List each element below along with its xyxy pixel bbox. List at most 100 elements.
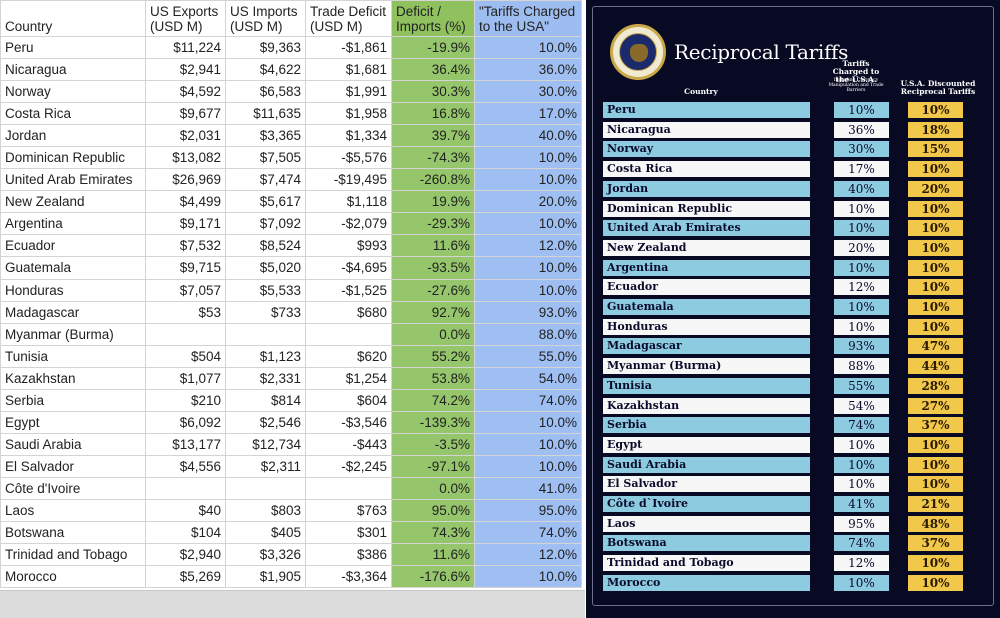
cell-tariffs-charged[interactable]: 88.0% bbox=[474, 322, 582, 346]
cell-country[interactable]: New Zealand bbox=[0, 190, 146, 214]
cell-us-exports[interactable]: $13,082 bbox=[145, 146, 226, 170]
cell-tariffs-charged[interactable]: 93.0% bbox=[474, 300, 582, 324]
cell-trade-deficit[interactable]: -$5,576 bbox=[305, 146, 392, 170]
cell-tariffs-charged[interactable]: 55.0% bbox=[474, 344, 582, 368]
cell-deficit-imports[interactable]: -3.5% bbox=[391, 432, 475, 456]
cell-us-imports[interactable]: $5,533 bbox=[225, 278, 306, 302]
cell-trade-deficit[interactable]: -$443 bbox=[305, 432, 392, 456]
cell-deficit-imports[interactable]: 74.3% bbox=[391, 521, 475, 545]
cell-country[interactable]: Costa Rica bbox=[0, 102, 146, 126]
cell-country[interactable]: Jordan bbox=[0, 124, 146, 148]
cell-us-exports[interactable]: $9,677 bbox=[145, 102, 226, 126]
cell-us-imports[interactable]: $405 bbox=[225, 521, 306, 545]
cell-deficit-imports[interactable]: 39.7% bbox=[391, 124, 475, 148]
cell-country[interactable]: Madagascar bbox=[0, 300, 146, 324]
cell-us-imports[interactable]: $2,311 bbox=[225, 454, 306, 478]
cell-deficit-imports[interactable]: -27.6% bbox=[391, 278, 475, 302]
cell-country[interactable]: Dominican Republic bbox=[0, 146, 146, 170]
cell-us-imports[interactable]: $4,622 bbox=[225, 58, 306, 82]
header-deficit-imports[interactable]: Deficit / Imports (%) bbox=[391, 0, 475, 37]
cell-trade-deficit[interactable]: -$2,245 bbox=[305, 454, 392, 478]
cell-us-exports[interactable] bbox=[145, 476, 226, 500]
cell-country[interactable]: Botswana bbox=[0, 521, 146, 545]
cell-deficit-imports[interactable]: 53.8% bbox=[391, 366, 475, 390]
cell-country[interactable]: Trinidad and Tobago bbox=[0, 543, 146, 567]
cell-deficit-imports[interactable]: 11.6% bbox=[391, 543, 475, 567]
cell-deficit-imports[interactable]: 19.9% bbox=[391, 190, 475, 214]
cell-deficit-imports[interactable]: -260.8% bbox=[391, 168, 475, 192]
cell-deficit-imports[interactable]: 95.0% bbox=[391, 498, 475, 523]
cell-deficit-imports[interactable]: 30.3% bbox=[391, 80, 475, 104]
cell-deficit-imports[interactable]: 0.0% bbox=[391, 322, 475, 346]
cell-country[interactable]: Guatemala bbox=[0, 256, 146, 280]
cell-us-exports[interactable]: $4,592 bbox=[145, 80, 226, 104]
cell-trade-deficit[interactable]: $1,991 bbox=[305, 80, 392, 104]
cell-trade-deficit[interactable]: $993 bbox=[305, 234, 392, 258]
cell-tariffs-charged[interactable]: 10.0% bbox=[474, 454, 582, 478]
cell-country[interactable]: Peru bbox=[0, 35, 146, 60]
cell-tariffs-charged[interactable]: 10.0% bbox=[474, 35, 582, 60]
cell-country[interactable]: Argentina bbox=[0, 212, 146, 236]
cell-deficit-imports[interactable]: 11.6% bbox=[391, 234, 475, 258]
cell-deficit-imports[interactable]: 0.0% bbox=[391, 476, 475, 500]
cell-trade-deficit[interactable]: $1,118 bbox=[305, 190, 392, 214]
cell-tariffs-charged[interactable]: 74.0% bbox=[474, 521, 582, 545]
cell-tariffs-charged[interactable]: 74.0% bbox=[474, 388, 582, 412]
cell-deficit-imports[interactable]: -74.3% bbox=[391, 146, 475, 170]
header-tariffs-charged[interactable]: "Tariffs Charged to the USA" bbox=[474, 0, 582, 37]
cell-trade-deficit[interactable] bbox=[305, 322, 392, 346]
cell-us-exports[interactable]: $7,532 bbox=[145, 234, 226, 258]
cell-us-imports[interactable]: $12,734 bbox=[225, 432, 306, 456]
cell-country[interactable]: Norway bbox=[0, 80, 146, 104]
cell-us-exports[interactable]: $53 bbox=[145, 300, 226, 324]
cell-us-exports[interactable]: $2,941 bbox=[145, 58, 226, 82]
cell-country[interactable]: Tunisia bbox=[0, 344, 146, 368]
cell-tariffs-charged[interactable]: 10.0% bbox=[474, 212, 582, 236]
cell-us-exports[interactable]: $4,556 bbox=[145, 454, 226, 478]
cell-us-exports[interactable]: $2,940 bbox=[145, 543, 226, 567]
cell-deficit-imports[interactable]: -97.1% bbox=[391, 454, 475, 478]
cell-trade-deficit[interactable]: -$1,861 bbox=[305, 35, 392, 60]
cell-country[interactable]: Saudi Arabia bbox=[0, 432, 146, 456]
cell-us-imports[interactable]: $803 bbox=[225, 498, 306, 523]
cell-us-exports[interactable]: $9,715 bbox=[145, 256, 226, 280]
cell-trade-deficit[interactable]: $680 bbox=[305, 300, 392, 324]
cell-trade-deficit[interactable]: $620 bbox=[305, 344, 392, 368]
cell-us-imports[interactable]: $2,331 bbox=[225, 366, 306, 390]
cell-trade-deficit[interactable]: $386 bbox=[305, 543, 392, 567]
cell-us-exports[interactable]: $9,171 bbox=[145, 212, 226, 236]
cell-deficit-imports[interactable]: 16.8% bbox=[391, 102, 475, 126]
cell-tariffs-charged[interactable]: 12.0% bbox=[474, 234, 582, 258]
cell-tariffs-charged[interactable]: 12.0% bbox=[474, 543, 582, 567]
cell-us-imports[interactable]: $5,617 bbox=[225, 190, 306, 214]
cell-trade-deficit[interactable]: $763 bbox=[305, 498, 392, 523]
cell-deficit-imports[interactable]: -29.3% bbox=[391, 212, 475, 236]
cell-tariffs-charged[interactable]: 10.0% bbox=[474, 146, 582, 170]
header-trade-deficit[interactable]: Trade Deficit (USD M) bbox=[305, 0, 392, 37]
cell-us-exports[interactable] bbox=[145, 322, 226, 346]
cell-tariffs-charged[interactable]: 10.0% bbox=[474, 432, 582, 456]
cell-tariffs-charged[interactable]: 36.0% bbox=[474, 58, 582, 82]
cell-us-imports[interactable] bbox=[225, 476, 306, 500]
cell-us-exports[interactable]: $1,077 bbox=[145, 366, 226, 390]
cell-tariffs-charged[interactable]: 40.0% bbox=[474, 124, 582, 148]
cell-tariffs-charged[interactable]: 10.0% bbox=[474, 565, 582, 589]
cell-country[interactable]: Laos bbox=[0, 498, 146, 523]
cell-us-imports[interactable]: $5,020 bbox=[225, 256, 306, 280]
cell-trade-deficit[interactable]: $604 bbox=[305, 388, 392, 412]
cell-trade-deficit[interactable]: -$19,495 bbox=[305, 168, 392, 192]
cell-deficit-imports[interactable]: -176.6% bbox=[391, 565, 475, 589]
cell-us-imports[interactable]: $1,905 bbox=[225, 565, 306, 589]
cell-country[interactable]: Kazakhstan bbox=[0, 366, 146, 390]
cell-us-exports[interactable]: $5,269 bbox=[145, 565, 226, 589]
cell-us-imports[interactable]: $2,546 bbox=[225, 410, 306, 434]
cell-trade-deficit[interactable]: -$4,695 bbox=[305, 256, 392, 280]
cell-us-exports[interactable]: $2,031 bbox=[145, 124, 226, 148]
header-us-imports[interactable]: US Imports (USD M) bbox=[225, 0, 306, 37]
cell-us-imports[interactable]: $11,635 bbox=[225, 102, 306, 126]
cell-us-imports[interactable] bbox=[225, 322, 306, 346]
cell-us-imports[interactable]: $7,505 bbox=[225, 146, 306, 170]
cell-tariffs-charged[interactable]: 10.0% bbox=[474, 410, 582, 434]
cell-trade-deficit[interactable]: -$3,364 bbox=[305, 565, 392, 589]
cell-deficit-imports[interactable]: 74.2% bbox=[391, 388, 475, 412]
